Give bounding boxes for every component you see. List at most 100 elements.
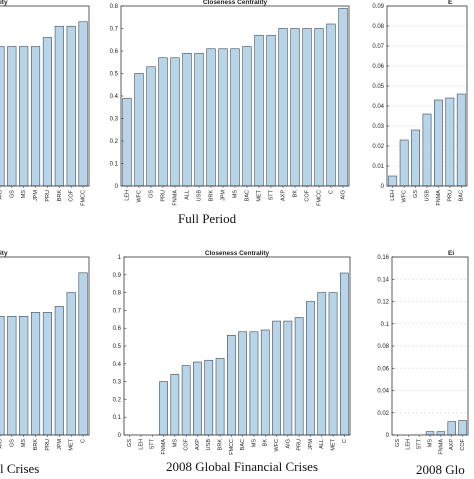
x-tick-label: MS: [251, 439, 257, 448]
bar-brk: [215, 358, 225, 436]
x-tick-label: MET: [256, 189, 262, 201]
bar-axp: [447, 421, 456, 436]
x-tick-label: BAC: [240, 439, 246, 450]
chart-bottom-center: GS LEH STT FNMA MS COF AXP USB BRK FMCC BAC MS BK WFC…: [113, 250, 351, 455]
bar-bk: [290, 28, 300, 187]
bar-jpm: [30, 46, 41, 187]
x-tick-label: COF: [69, 189, 75, 201]
x-tick-label: PRU: [297, 439, 303, 451]
y-tick-label: 0.14: [377, 277, 389, 283]
bar-pru: [42, 37, 53, 187]
bar-stt: [266, 34, 276, 187]
x-tick-label: C: [342, 439, 348, 443]
x-tick-label: GS: [413, 190, 419, 198]
y-tick-label: 0: [115, 184, 119, 190]
bar-bk: [260, 329, 270, 436]
y-tick-label: 0.5: [113, 344, 122, 350]
x-tick-label: MET: [69, 438, 75, 450]
bar-all: [182, 52, 192, 187]
x-tick-label: ALL: [319, 439, 325, 449]
x-tick-label: AIG: [0, 439, 3, 448]
bar-c: [326, 23, 336, 187]
x-tick-label: COF: [184, 438, 190, 450]
chart-title: ity: [0, 0, 8, 6]
x-tick-label: AXP: [449, 439, 455, 450]
x-tick-label: USB: [424, 190, 430, 202]
bar-leh: [122, 97, 132, 187]
x-tick-label: STT: [268, 189, 274, 200]
y-tick-label: 0.9: [113, 273, 122, 279]
y-tick-label: 0.06: [372, 64, 384, 70]
x-tick-label: ALL: [184, 190, 190, 200]
bar-gs: [7, 316, 17, 436]
bar-fnma: [434, 99, 443, 187]
x-tick-label: PRU: [447, 190, 453, 202]
bar-ms: [170, 374, 180, 436]
x-tick-label: LEH: [124, 190, 130, 201]
axes-frame: [0, 256, 90, 436]
x-tick-label: WFC: [274, 439, 280, 452]
bar-bac: [238, 331, 248, 436]
y-tick-label: 0.5: [110, 72, 119, 78]
x-tick-label: FMCC: [81, 190, 87, 206]
x-tick-label: MS: [232, 190, 238, 199]
y-tick-label: 0.12: [377, 300, 389, 306]
y-tick-label: 0.7: [113, 308, 122, 314]
bar-pru: [445, 97, 455, 187]
bar-usb: [422, 113, 432, 187]
chart-title: Closeness Centrality: [205, 250, 270, 257]
x-tick-label: GS: [127, 439, 133, 447]
bar-jpm: [306, 301, 315, 436]
chart-title: Ei: [448, 250, 454, 257]
bar-wfc: [399, 139, 409, 187]
x-tick-label: WFC: [136, 190, 142, 203]
bar-axp: [193, 361, 202, 436]
x-tick-label: BRK: [208, 190, 214, 202]
bar-cof: [181, 365, 191, 436]
x-tick-label: FNMA: [436, 190, 442, 206]
bar-bac: [456, 93, 466, 187]
y-tick-label: 0.3: [113, 380, 122, 386]
y-tick-label: 0.6: [110, 49, 119, 55]
x-tick-label: JPM: [308, 439, 314, 450]
y-tick-label: 0.04: [377, 389, 389, 395]
bar-usb: [204, 359, 214, 436]
x-tick-label: GS: [9, 190, 15, 198]
bar-brk: [54, 25, 64, 187]
y-tick-label: 0: [381, 184, 385, 190]
bar-axp: [278, 28, 288, 187]
y-tick-label: 0.2: [113, 397, 122, 403]
x-tick-label: GS: [148, 190, 154, 198]
bar-all: [317, 292, 327, 436]
y-tick-label: 0.08: [377, 344, 389, 350]
y-tick-label: 0.09: [372, 4, 384, 10]
x-tick-label: JPM: [220, 190, 226, 201]
chart-title: Closeness Centrality: [203, 0, 268, 6]
x-tick-label: PRU: [160, 190, 166, 202]
y-tick-label: 0.4: [110, 94, 119, 100]
caption-full-period: Full Period: [178, 211, 237, 226]
x-tick-label: MS: [427, 439, 433, 448]
y-tick-label: 0.07: [372, 44, 384, 50]
bar-cof: [302, 28, 312, 187]
chart-top-left: AIG GS MS JPM PRU BRK COF FMCC ity: [0, 0, 90, 206]
x-tick-label: LEH: [390, 190, 396, 201]
y-tick-label: 1: [118, 255, 122, 261]
bar-bac: [242, 46, 252, 187]
bar-jpm: [54, 306, 64, 436]
chart-top-right: LEH WFC GS USB FNMA PRU BAC 0 0.01 0.02 0.03 0.04 0.…: [372, 0, 468, 206]
bar-pru: [294, 317, 304, 436]
y-tick-label: 0.6: [113, 326, 122, 332]
y-tick-label: 0.1: [110, 162, 119, 168]
caption-bottom-right: 2008 Glo: [416, 462, 465, 477]
x-tick-label: BRK: [33, 439, 39, 451]
y-tick-label: 0.8: [113, 291, 122, 297]
bar-met: [66, 292, 76, 436]
bar-fmcc: [226, 335, 236, 436]
x-tick-label: GS: [395, 439, 401, 447]
x-tick-label: FMCC: [316, 190, 322, 206]
x-tick-label: BAC: [244, 190, 250, 201]
bar-fmcc: [78, 21, 88, 187]
chart-title: E: [448, 0, 453, 6]
